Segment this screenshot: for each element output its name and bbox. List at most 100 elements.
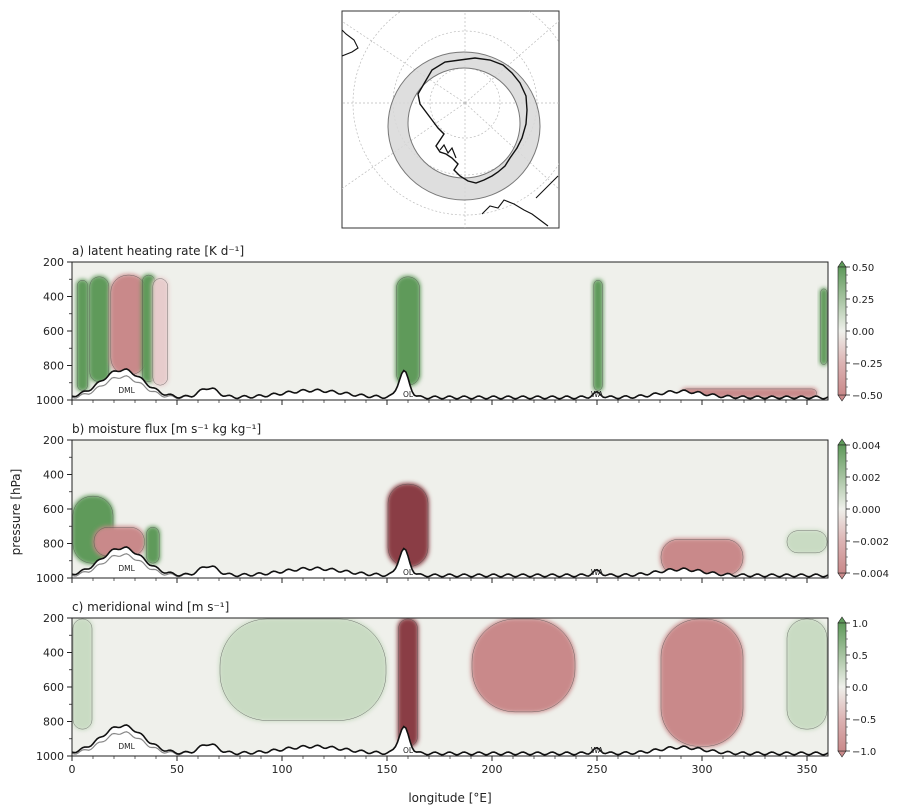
panel-c-title: c) meridional wind [m s⁻¹] xyxy=(72,600,229,614)
colorbar-tick-label: −0.002 xyxy=(852,537,889,548)
colorbar-tick-label: −0.5 xyxy=(852,715,876,726)
contour-region-9 xyxy=(819,287,828,366)
contour-region-5 xyxy=(660,618,744,748)
annotation-wa: WA xyxy=(591,390,604,399)
y-tick-label: 400 xyxy=(43,647,64,660)
colorbar-tick-label: 0.00 xyxy=(852,327,874,338)
colorbar-extend-bottom xyxy=(837,750,847,758)
contour-region-3 xyxy=(397,618,419,748)
contour-region-1 xyxy=(72,618,93,731)
colorbar-tick-label: 0.002 xyxy=(852,473,881,484)
x-tick-label: 100 xyxy=(272,763,293,776)
contour-region-1 xyxy=(76,279,89,392)
terrain-mask xyxy=(72,369,828,400)
annotation-dml: DML xyxy=(118,386,135,395)
colorbar-tick-label: 0.0 xyxy=(852,683,868,694)
contour-region-3 xyxy=(109,274,148,376)
contour-line-6 xyxy=(786,618,828,730)
y-tick-label: 400 xyxy=(43,469,64,482)
annotation-wa: WA xyxy=(591,568,604,577)
colorbar-tick-label: 0.004 xyxy=(852,441,881,452)
colorbar-tick-label: −0.25 xyxy=(852,359,883,370)
colorbar xyxy=(837,622,847,752)
x-axis-label: longitude [°E] xyxy=(408,791,491,805)
y-tick-label: 800 xyxy=(43,716,64,729)
y-tick-label: 200 xyxy=(43,612,64,625)
panel-c: c) meridional wind [m s⁻¹] DML OL WA 200 400 6… xyxy=(36,600,876,776)
contour-line-3 xyxy=(146,527,160,564)
contour-line-6 xyxy=(786,530,828,554)
contour-region-5 xyxy=(660,538,744,577)
y-axis-label: pressure [hPa] xyxy=(9,469,23,556)
x-tick-label: 0 xyxy=(69,763,76,776)
y-tick-label: 1000 xyxy=(36,394,64,407)
contour-line-4 xyxy=(471,618,576,713)
y-tick-label: 200 xyxy=(43,256,64,269)
y-tick-label: 200 xyxy=(43,434,64,447)
contour-region-5 xyxy=(151,277,169,387)
colorbar xyxy=(837,444,847,574)
panel-background xyxy=(72,262,828,400)
contour-line-7 xyxy=(593,280,603,391)
terrain-mask xyxy=(72,547,828,578)
colorbar-extend-bottom xyxy=(837,572,847,580)
annotation-ol: OL xyxy=(403,390,414,399)
terrain-line xyxy=(72,368,828,400)
contour-line-9 xyxy=(820,288,828,365)
antarctica-coast xyxy=(417,57,528,184)
y-tick-label: 600 xyxy=(43,681,64,694)
map-band xyxy=(387,51,541,201)
contour-region-2 xyxy=(219,618,387,722)
terrain-line xyxy=(72,724,828,756)
colorbar-tick-label: 0.5 xyxy=(852,651,868,662)
y-tick-label: 600 xyxy=(43,503,64,516)
x-tick-label: 350 xyxy=(797,763,818,776)
y-tick-label: 800 xyxy=(43,360,64,373)
contour-region-2 xyxy=(88,275,110,383)
annotation-ol: OL xyxy=(403,568,414,577)
colorbar-tick-label: 1.0 xyxy=(852,619,868,630)
x-tick-label: 150 xyxy=(377,763,398,776)
y-tick-label: 400 xyxy=(43,291,64,304)
x-tick-label: 300 xyxy=(692,763,713,776)
terrain-line xyxy=(72,546,828,578)
contour-region-4 xyxy=(471,618,576,713)
panel-b-title: b) moisture flux [m s⁻¹ kg kg⁻¹] xyxy=(72,422,261,436)
contour-region-2 xyxy=(93,526,146,558)
y-tick-label: 1000 xyxy=(36,572,64,585)
contour-line-2 xyxy=(219,618,387,721)
panel-a: a) latent heating rate [K d⁻¹] DML OL WA 200… xyxy=(36,244,883,407)
contour-region-6 xyxy=(786,618,828,731)
panel-a-title: a) latent heating rate [K d⁻¹] xyxy=(72,244,244,258)
colorbar-tick-label: 0.50 xyxy=(852,263,874,274)
colorbar-extend-top xyxy=(837,260,847,268)
contour-line-1 xyxy=(76,280,89,391)
x-tick-label: 250 xyxy=(587,763,608,776)
x-tick-label: 200 xyxy=(482,763,503,776)
x-tick-label: 50 xyxy=(170,763,184,776)
annotation-dml: DML xyxy=(118,742,135,751)
y-tick-label: 600 xyxy=(43,325,64,338)
colorbar-extend-top xyxy=(837,438,847,446)
contour-region-7 xyxy=(592,279,604,392)
contour-region-4 xyxy=(387,483,429,568)
annotation-dml: DML xyxy=(118,564,135,573)
colorbar xyxy=(837,266,847,396)
colorbar-extend-top xyxy=(837,616,847,624)
annotation-ol: OL xyxy=(403,746,414,755)
south-america-coast xyxy=(342,29,359,57)
contour-region-3 xyxy=(145,526,161,565)
australia-coast xyxy=(481,199,549,227)
contour-line-1 xyxy=(72,618,93,730)
annotation-wa: WA xyxy=(591,746,604,755)
panel-b: b) moisture flux [m s⁻¹ kg kg⁻¹] DML OL WA 2… xyxy=(36,422,889,585)
colorbar-tick-label: −1.0 xyxy=(852,747,876,758)
colorbar-tick-label: 0.000 xyxy=(852,505,881,516)
y-tick-label: 1000 xyxy=(36,750,64,763)
y-tick-label: 800 xyxy=(43,538,64,551)
colorbar-extend-bottom xyxy=(837,394,847,402)
colorbar-tick-label: 0.25 xyxy=(852,295,874,306)
colorbar-tick-label: −0.004 xyxy=(852,569,889,580)
contour-line-5 xyxy=(660,618,744,747)
